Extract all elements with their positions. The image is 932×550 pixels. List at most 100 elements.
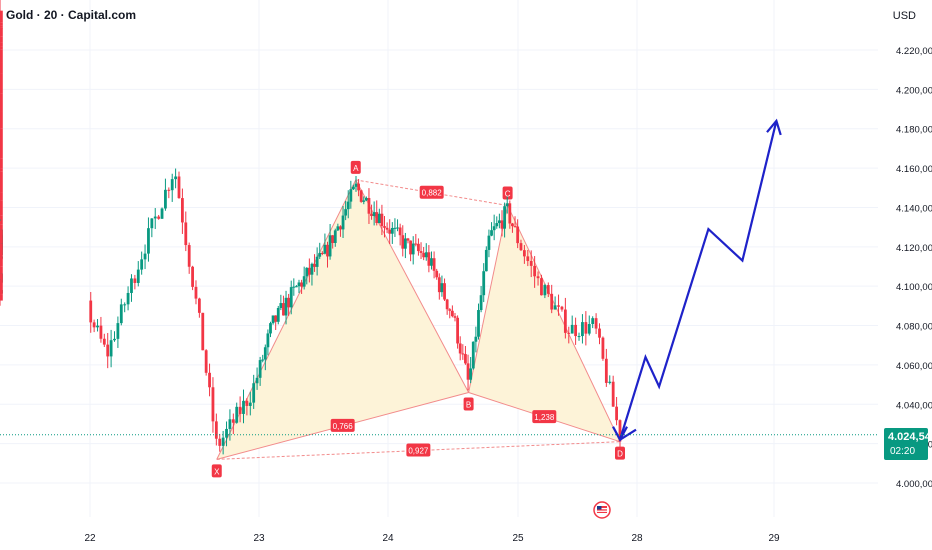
candle: [0, 102, 3, 140]
candle: [529, 250, 533, 278]
svg-text:0,766: 0,766: [333, 422, 354, 431]
candle: [437, 273, 441, 300]
ratio-label: 0,766: [330, 418, 355, 432]
candle: [336, 223, 340, 231]
candle: [557, 294, 560, 316]
candle: [204, 349, 208, 376]
candle: [344, 200, 348, 221]
candle: [130, 274, 133, 302]
x-axis[interactable]: 22 23 24 25 28 29: [84, 533, 780, 544]
candle: [191, 265, 194, 291]
candle: [292, 278, 296, 296]
candle: [228, 409, 232, 441]
candle: [0, 41, 3, 53]
us-flag-icon[interactable]: [593, 501, 611, 519]
candle: [242, 389, 245, 424]
candle: [235, 402, 239, 424]
candle: [164, 178, 167, 211]
candle: [269, 321, 272, 338]
candle: [150, 218, 154, 238]
candle: [354, 175, 358, 192]
candle: [123, 302, 127, 313]
candle: [318, 242, 322, 259]
candle: [0, 13, 3, 35]
candle: [503, 202, 507, 238]
candle: [320, 251, 324, 256]
symbol-title[interactable]: Gold · 20 · Capital.com: [6, 8, 137, 22]
candle: [174, 168, 178, 189]
y-tick-label: 4.120,00: [896, 243, 932, 254]
candle: [469, 357, 473, 384]
candle: [0, 248, 3, 270]
candle: [500, 210, 504, 237]
last-price-value: 4.024,54: [888, 431, 931, 443]
candle: [126, 286, 130, 311]
x-tick-label: 28: [631, 533, 643, 544]
candle: [258, 356, 262, 386]
candle: [598, 323, 601, 345]
candle: [177, 171, 181, 199]
candle: [238, 396, 242, 423]
candle: [497, 213, 501, 229]
candle: [208, 363, 211, 397]
candle: [305, 267, 309, 285]
candle: [302, 266, 306, 290]
y-axis[interactable]: 4.000,004.020,004.040,004.060,004.080,00…: [896, 46, 932, 490]
candle: [231, 413, 235, 435]
bar-countdown: 02:20: [890, 446, 916, 457]
svg-text:1,238: 1,238: [534, 413, 555, 422]
candle: [516, 219, 520, 249]
candles[interactable]: [0, 0, 622, 455]
candle: [211, 377, 215, 433]
candle: [0, 19, 3, 37]
candle: [390, 222, 394, 244]
candle: [615, 396, 618, 426]
candle: [0, 125, 3, 165]
candle: [424, 243, 428, 261]
candle: [252, 374, 256, 409]
candle: [289, 280, 293, 315]
candle: [427, 245, 431, 273]
candle: [396, 219, 399, 232]
candle: [522, 245, 526, 264]
candle: [432, 251, 436, 279]
candle: [536, 271, 540, 286]
candle: [435, 268, 439, 280]
harmonic-pattern[interactable]: X A B C D 0,882 0,766 1,238 0,927: [211, 160, 625, 478]
candle: [461, 344, 465, 360]
last-price-tag: 4.024,54 02:20: [884, 428, 931, 460]
candle: [287, 293, 291, 316]
candle: [540, 274, 543, 296]
ratio-label: 1,238: [532, 410, 557, 424]
candle: [0, 262, 3, 296]
candle: [297, 279, 301, 294]
candle: [377, 208, 381, 224]
svg-text:A: A: [353, 164, 359, 173]
projection-arrowhead: [766, 118, 782, 136]
candle: [464, 345, 467, 365]
candle: [546, 282, 550, 298]
projection-path[interactable]: [618, 120, 778, 441]
candle: [333, 228, 337, 247]
x-tick-label: 29: [768, 533, 780, 544]
candle: [109, 329, 113, 368]
candle: [263, 344, 267, 371]
candle: [445, 298, 449, 315]
candle: [279, 294, 283, 311]
candle: [0, 17, 3, 36]
candle: [492, 214, 496, 241]
candle: [443, 278, 446, 301]
candle: [160, 207, 164, 219]
candle: [0, 58, 3, 83]
candle: [0, 24, 3, 33]
candle: [221, 430, 225, 455]
svg-text:C: C: [505, 189, 511, 198]
candle: [147, 217, 150, 262]
candle: [300, 279, 303, 294]
candle: [315, 247, 319, 276]
candle: [487, 229, 491, 258]
candle: [364, 196, 368, 202]
candle: [414, 233, 418, 247]
candle: [0, 208, 3, 233]
